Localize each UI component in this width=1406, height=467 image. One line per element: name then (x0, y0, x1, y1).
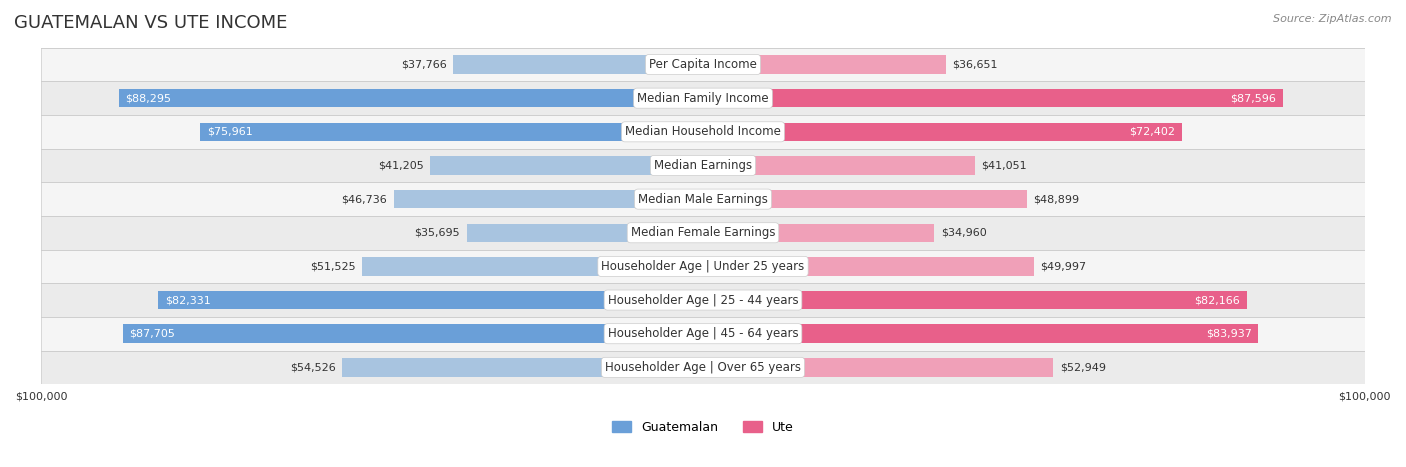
Bar (342, 358, 703, 376)
Bar (361, 257, 703, 276)
Text: $54,526: $54,526 (290, 362, 336, 372)
Text: $34,960: $34,960 (941, 228, 987, 238)
Bar (122, 325, 703, 343)
Text: Source: ZipAtlas.com: Source: ZipAtlas.com (1274, 14, 1392, 24)
Bar (41, 216, 1365, 249)
Text: GUATEMALAN VS UTE INCOME: GUATEMALAN VS UTE INCOME (14, 14, 287, 32)
Text: $82,166: $82,166 (1194, 295, 1240, 305)
Bar (467, 224, 703, 242)
Bar (41, 351, 1365, 384)
Text: $87,596: $87,596 (1230, 93, 1277, 103)
Bar (41, 149, 1365, 182)
Bar (703, 55, 946, 74)
Text: Householder Age | 25 - 44 years: Householder Age | 25 - 44 years (607, 294, 799, 306)
Text: Per Capita Income: Per Capita Income (650, 58, 756, 71)
Bar (394, 190, 703, 208)
Bar (41, 48, 1365, 81)
Text: $75,961: $75,961 (207, 127, 253, 137)
Bar (41, 81, 1365, 115)
Text: Median Female Earnings: Median Female Earnings (631, 226, 775, 239)
Text: $41,051: $41,051 (981, 161, 1026, 170)
Bar (703, 122, 1182, 141)
Text: Median Male Earnings: Median Male Earnings (638, 192, 768, 205)
Bar (41, 182, 1365, 216)
Bar (703, 89, 1282, 107)
Text: $35,695: $35,695 (415, 228, 460, 238)
Text: Householder Age | Over 65 years: Householder Age | Over 65 years (605, 361, 801, 374)
Bar (41, 115, 1365, 149)
Text: $87,705: $87,705 (129, 329, 176, 339)
Text: $49,997: $49,997 (1040, 262, 1087, 271)
Text: $52,949: $52,949 (1060, 362, 1107, 372)
Bar (41, 283, 1365, 317)
Legend: Guatemalan, Ute: Guatemalan, Ute (607, 416, 799, 439)
Bar (703, 257, 1033, 276)
Text: $46,736: $46,736 (342, 194, 387, 204)
Text: $72,402: $72,402 (1129, 127, 1175, 137)
Bar (118, 89, 703, 107)
Text: $37,766: $37,766 (401, 59, 447, 70)
Text: Median Household Income: Median Household Income (626, 125, 780, 138)
Bar (200, 122, 703, 141)
Text: $41,205: $41,205 (378, 161, 423, 170)
Text: Householder Age | 45 - 64 years: Householder Age | 45 - 64 years (607, 327, 799, 340)
Bar (703, 224, 935, 242)
Text: $51,525: $51,525 (309, 262, 356, 271)
Bar (41, 249, 1365, 283)
Bar (157, 291, 703, 309)
Bar (453, 55, 703, 74)
Bar (703, 358, 1053, 376)
Bar (703, 325, 1258, 343)
Text: Median Family Income: Median Family Income (637, 92, 769, 105)
Text: $48,899: $48,899 (1033, 194, 1080, 204)
Bar (703, 190, 1026, 208)
Bar (703, 291, 1247, 309)
Bar (41, 317, 1365, 351)
Bar (703, 156, 974, 175)
Text: $83,937: $83,937 (1206, 329, 1251, 339)
Text: $36,651: $36,651 (952, 59, 998, 70)
Text: Householder Age | Under 25 years: Householder Age | Under 25 years (602, 260, 804, 273)
Text: $88,295: $88,295 (125, 93, 172, 103)
Text: Median Earnings: Median Earnings (654, 159, 752, 172)
Bar (430, 156, 703, 175)
Text: $82,331: $82,331 (165, 295, 211, 305)
